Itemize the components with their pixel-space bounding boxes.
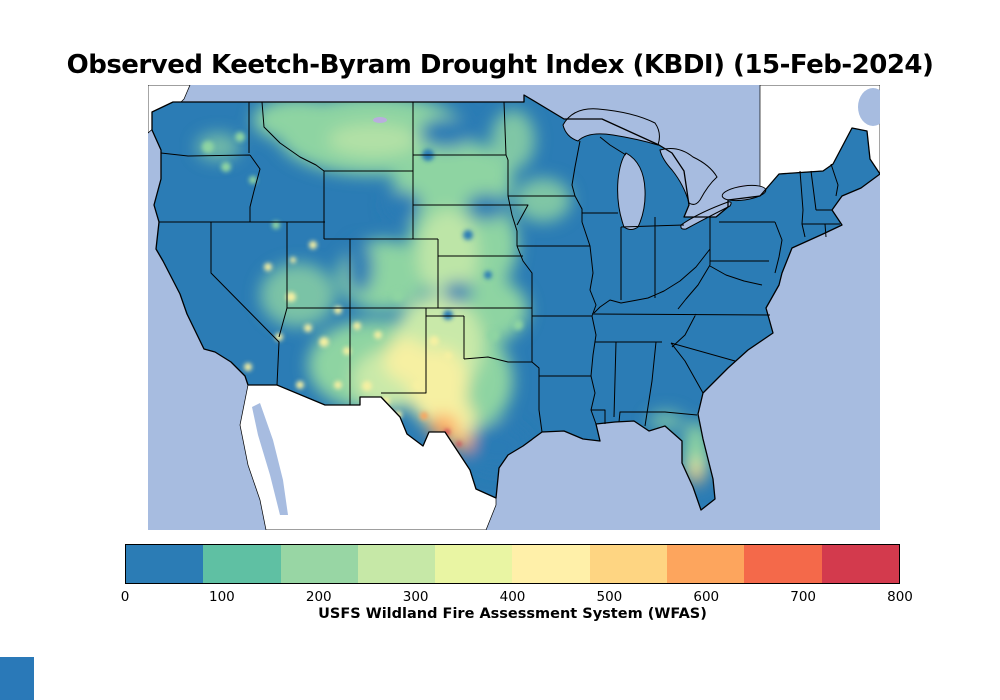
wfas-caption: USFS Wildland Fire Assessment System (WF… xyxy=(318,606,707,622)
colorbar-segment xyxy=(667,545,745,583)
map-svg xyxy=(148,85,880,530)
kbdi-field xyxy=(196,95,709,485)
colorbar-tick-label: 200 xyxy=(305,589,332,605)
colorbar-ticks: 0 100 200 300 400 500 600 700 800 xyxy=(121,589,913,607)
lake-erie xyxy=(680,201,732,230)
colorbar-tick-label: 800 xyxy=(887,589,913,605)
colorbar-tick-label: 300 xyxy=(402,589,429,605)
colorbar-tick-label: 400 xyxy=(499,589,526,605)
us-kbdi-map xyxy=(148,85,880,530)
colorbar-segment xyxy=(203,545,281,583)
colorbar-segment xyxy=(512,545,590,583)
colorbar-tick-label: 600 xyxy=(693,589,720,605)
colorbar-segment xyxy=(744,545,822,583)
lavender-lake-speck xyxy=(373,117,387,123)
colorbar-tick-label: 0 xyxy=(120,589,130,605)
colorbar-tick-label: 500 xyxy=(596,589,623,605)
lake-michigan xyxy=(617,152,646,230)
us-outline xyxy=(151,94,880,511)
station-dots xyxy=(202,132,523,457)
colorbar-segment xyxy=(280,545,358,583)
great-lakes xyxy=(562,108,767,230)
colorbar-segment xyxy=(821,545,899,583)
colorbar-segment xyxy=(589,545,668,583)
colorbar-tick-label: 700 xyxy=(790,589,817,605)
lake-huron xyxy=(659,148,718,205)
logo-corner-block xyxy=(0,657,34,700)
gulf-of-st-lawrence xyxy=(858,88,880,126)
colorbar-segment xyxy=(357,545,436,583)
colorbar-segment xyxy=(435,545,513,583)
figure-title: Observed Keetch-Byram Drought Index (KBD… xyxy=(66,50,934,80)
gulf-of-california xyxy=(252,403,288,515)
state-borders xyxy=(159,101,840,433)
colorbar-tick-label: 100 xyxy=(208,589,235,605)
colorbar xyxy=(125,544,900,584)
colorbar-segment xyxy=(126,545,204,583)
